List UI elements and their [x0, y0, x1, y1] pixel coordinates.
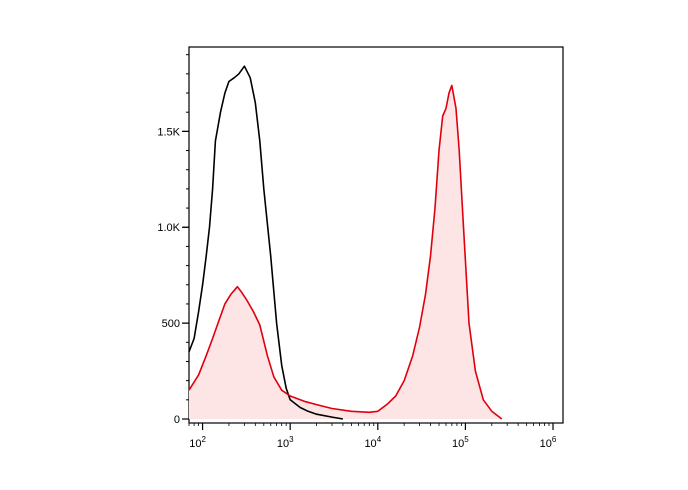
series-0-line	[188, 65, 344, 420]
x-tick-label: 106	[540, 435, 557, 450]
y-tick-label: 1.5K	[157, 126, 180, 138]
x-tick-label: 103	[277, 435, 294, 450]
series-1-line	[188, 84, 503, 420]
y-tick-label: 500	[162, 318, 180, 330]
x-tick-label: 104	[364, 435, 381, 450]
series-1-area	[189, 85, 502, 420]
x-tick-label: 102	[189, 435, 206, 450]
y-tick-label: 1.0K	[157, 222, 180, 234]
x-tick-label: 105	[452, 435, 469, 450]
y-tick-label: 0	[174, 414, 180, 426]
